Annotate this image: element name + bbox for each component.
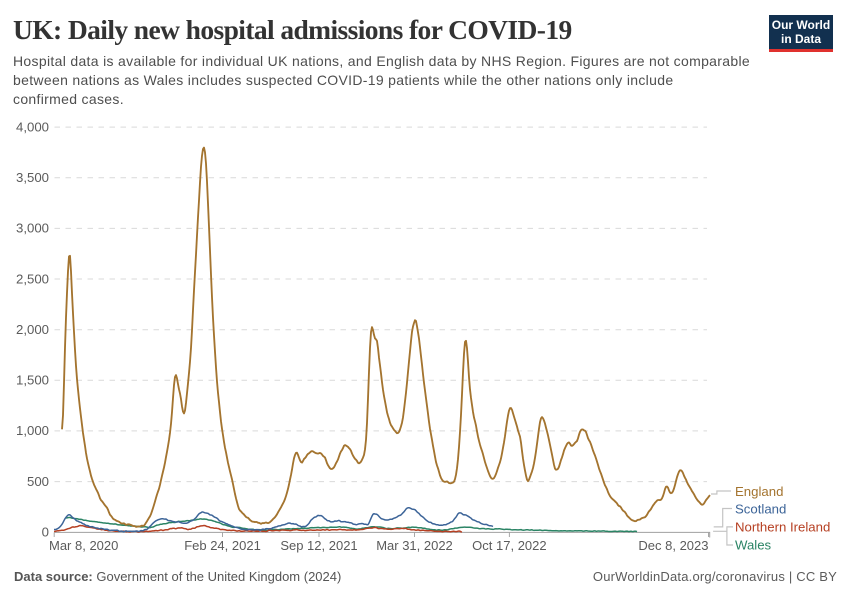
svg-text:3,000: 3,000 xyxy=(16,221,49,236)
svg-text:3,500: 3,500 xyxy=(16,170,49,185)
svg-text:Oct 17, 2022: Oct 17, 2022 xyxy=(472,538,546,553)
svg-text:Wales: Wales xyxy=(735,538,772,553)
svg-text:Mar 31, 2022: Mar 31, 2022 xyxy=(376,538,453,553)
svg-text:England: England xyxy=(735,484,783,499)
svg-text:Dec 8, 2023: Dec 8, 2023 xyxy=(638,538,708,553)
svg-text:Feb 24, 2021: Feb 24, 2021 xyxy=(184,538,261,553)
svg-text:1,000: 1,000 xyxy=(16,423,49,438)
svg-text:2,500: 2,500 xyxy=(16,271,49,286)
svg-text:500: 500 xyxy=(27,474,49,489)
svg-text:Mar 8, 2020: Mar 8, 2020 xyxy=(49,538,118,553)
svg-text:1,500: 1,500 xyxy=(16,373,49,388)
svg-text:Sep 12, 2021: Sep 12, 2021 xyxy=(280,538,357,553)
svg-text:Northern Ireland: Northern Ireland xyxy=(735,520,830,535)
svg-text:0: 0 xyxy=(42,525,49,540)
svg-text:2,000: 2,000 xyxy=(16,322,49,337)
svg-text:Scotland: Scotland xyxy=(735,502,786,517)
svg-text:4,000: 4,000 xyxy=(16,119,49,134)
